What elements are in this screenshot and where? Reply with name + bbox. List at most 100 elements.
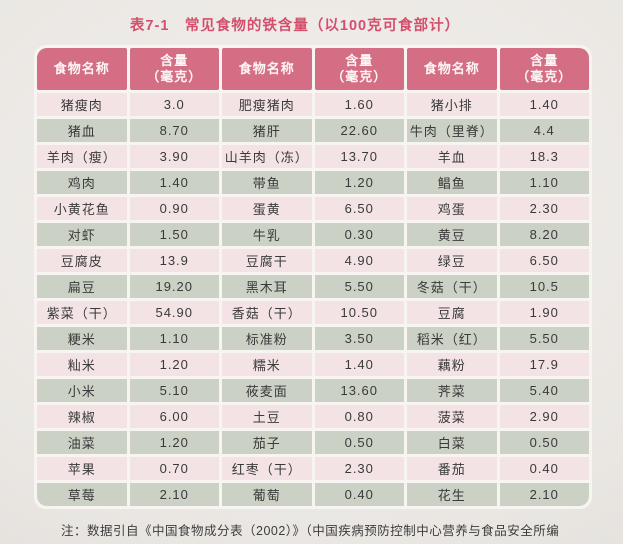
amount-cell: 1.20 — [129, 431, 219, 454]
food-name-cell: 紫菜（干） — [37, 301, 127, 324]
food-name-cell: 藕粉 — [407, 353, 497, 376]
amount-cell: 1.90 — [499, 301, 589, 324]
header-cell-food-1: 食物名称 — [37, 48, 127, 90]
amount-cell: 2.90 — [499, 405, 589, 428]
food-name-cell: 番茄 — [407, 457, 497, 480]
food-name-cell: 牛肉（里脊） — [407, 119, 497, 142]
amount-cell: 13.9 — [129, 249, 219, 272]
table-row: 紫菜（干） 54.90 香菇（干） 10.50 豆腐 1.90 — [37, 301, 589, 324]
food-name-cell: 小黄花鱼 — [37, 197, 127, 220]
amount-cell: 5.10 — [129, 379, 219, 402]
amount-cell: 1.20 — [129, 353, 219, 376]
amount-cell: 10.50 — [314, 301, 404, 324]
header-label: （毫克） — [331, 69, 388, 84]
food-name-cell: 鸡肉 — [37, 171, 127, 194]
amount-cell: 8.70 — [129, 119, 219, 142]
amount-cell: 3.50 — [314, 327, 404, 350]
food-name-cell: 菠菜 — [407, 405, 497, 428]
food-name-cell: 猪小排 — [407, 93, 497, 116]
header-label: 食物名称 — [423, 61, 480, 76]
table-row: 辣椒 6.00 土豆 0.80 菠菜 2.90 — [37, 405, 589, 428]
header-cell-food-2: 食物名称 — [222, 48, 312, 90]
food-name-cell: 茄子 — [222, 431, 312, 454]
food-name-cell: 豆腐 — [407, 301, 497, 324]
amount-cell: 3.90 — [129, 145, 219, 168]
food-name-cell: 冬菇（干） — [407, 275, 497, 298]
amount-cell: 10.5 — [499, 275, 589, 298]
food-name-cell: 荠菜 — [407, 379, 497, 402]
table-row: 小米 5.10 莜麦面 13.60 荠菜 5.40 — [37, 379, 589, 402]
amount-cell: 0.40 — [314, 483, 404, 506]
amount-cell: 0.50 — [499, 431, 589, 454]
header-label: 食物名称 — [53, 61, 110, 76]
food-name-cell: 豆腐皮 — [37, 249, 127, 272]
food-name-cell: 粳米 — [37, 327, 127, 350]
table-row: 籼米 1.20 糯米 1.40 藕粉 17.9 — [37, 353, 589, 376]
food-name-cell: 黑木耳 — [222, 275, 312, 298]
food-name-cell: 花生 — [407, 483, 497, 506]
food-name-cell: 扁豆 — [37, 275, 127, 298]
food-name-cell: 蛋黄 — [222, 197, 312, 220]
food-name-cell: 草莓 — [37, 483, 127, 506]
table-row: 猪瘦肉 3.0 肥瘦猪肉 1.60 猪小排 1.40 — [37, 93, 589, 116]
food-name-cell: 黄豆 — [407, 223, 497, 246]
table-row: 草莓 2.10 葡萄 0.40 花生 2.10 — [37, 483, 589, 506]
source-note: 注：数据引自《中国食物成分表（2002）》（中国疾病预防控制中心营养与食品安全所… — [44, 521, 584, 544]
food-name-cell: 对虾 — [37, 223, 127, 246]
amount-cell: 4.4 — [499, 119, 589, 142]
table-row: 油菜 1.20 茄子 0.50 白菜 0.50 — [37, 431, 589, 454]
amount-cell: 17.9 — [499, 353, 589, 376]
header-cell-amount-1: 含量 （毫克） — [129, 48, 219, 90]
amount-cell: 1.40 — [314, 353, 404, 376]
iron-content-table: 食物名称 含量 （毫克） 食物名称 含量 （毫克） 食物名称 — [34, 45, 592, 509]
table-row: 苹果 0.70 红枣（干） 2.30 番茄 0.40 — [37, 457, 589, 480]
amount-cell: 1.50 — [129, 223, 219, 246]
amount-cell: 2.30 — [499, 197, 589, 220]
amount-cell: 0.90 — [129, 197, 219, 220]
amount-cell: 1.10 — [499, 171, 589, 194]
table-header: 食物名称 含量 （毫克） 食物名称 含量 （毫克） 食物名称 — [37, 48, 589, 90]
food-name-cell: 鲳鱼 — [407, 171, 497, 194]
food-name-cell: 鸡蛋 — [407, 197, 497, 220]
food-name-cell: 苹果 — [37, 457, 127, 480]
amount-cell: 5.50 — [314, 275, 404, 298]
amount-cell: 6.50 — [314, 197, 404, 220]
food-name-cell: 猪肝 — [222, 119, 312, 142]
header-label: 含量 — [160, 53, 189, 68]
food-name-cell: 豆腐干 — [222, 249, 312, 272]
amount-cell: 0.70 — [129, 457, 219, 480]
food-name-cell: 白菜 — [407, 431, 497, 454]
amount-cell: 19.20 — [129, 275, 219, 298]
header-label: （毫克） — [146, 69, 203, 84]
table-row: 猪血 8.70 猪肝 22.60 牛肉（里脊） 4.4 — [37, 119, 589, 142]
table-row: 豆腐皮 13.9 豆腐干 4.90 绿豆 6.50 — [37, 249, 589, 272]
header-label: 食物名称 — [238, 61, 295, 76]
amount-cell: 1.60 — [314, 93, 404, 116]
amount-cell: 3.0 — [129, 93, 219, 116]
amount-cell: 5.40 — [499, 379, 589, 402]
amount-cell: 1.10 — [129, 327, 219, 350]
table-row: 扁豆 19.20 黑木耳 5.50 冬菇（干） 10.5 — [37, 275, 589, 298]
table-title: 表7-1 常见食物的铁含量（以100克可食部计） — [129, 18, 461, 34]
amount-cell: 13.70 — [314, 145, 404, 168]
header-cell-amount-2: 含量 （毫克） — [314, 48, 404, 90]
table-row: 小黄花鱼 0.90 蛋黄 6.50 鸡蛋 2.30 — [37, 197, 589, 220]
food-name-cell: 小米 — [37, 379, 127, 402]
header-row: 食物名称 含量 （毫克） 食物名称 含量 （毫克） 食物名称 — [37, 48, 589, 90]
food-name-cell: 猪瘦肉 — [37, 93, 127, 116]
food-name-cell: 肥瘦猪肉 — [222, 93, 312, 116]
food-name-cell: 稻米（红） — [407, 327, 497, 350]
food-name-cell: 红枣（干） — [222, 457, 312, 480]
amount-cell: 6.50 — [499, 249, 589, 272]
food-name-cell: 山羊肉（冻） — [222, 145, 312, 168]
header-cell-food-3: 食物名称 — [407, 48, 497, 90]
food-name-cell: 猪血 — [37, 119, 127, 142]
table-row: 粳米 1.10 标准粉 3.50 稻米（红） 5.50 — [37, 327, 589, 350]
header-label: （毫克） — [516, 69, 573, 84]
source-note-line1: 注：数据引自《中国食物成分表（2002）》（中国疾病预防控制中心营养与食品安全所… — [61, 524, 560, 538]
table-row: 对虾 1.50 牛乳 0.30 黄豆 8.20 — [37, 223, 589, 246]
table-row: 鸡肉 1.40 带鱼 1.20 鲳鱼 1.10 — [37, 171, 589, 194]
header-label: 含量 — [530, 53, 559, 68]
food-name-cell: 土豆 — [222, 405, 312, 428]
